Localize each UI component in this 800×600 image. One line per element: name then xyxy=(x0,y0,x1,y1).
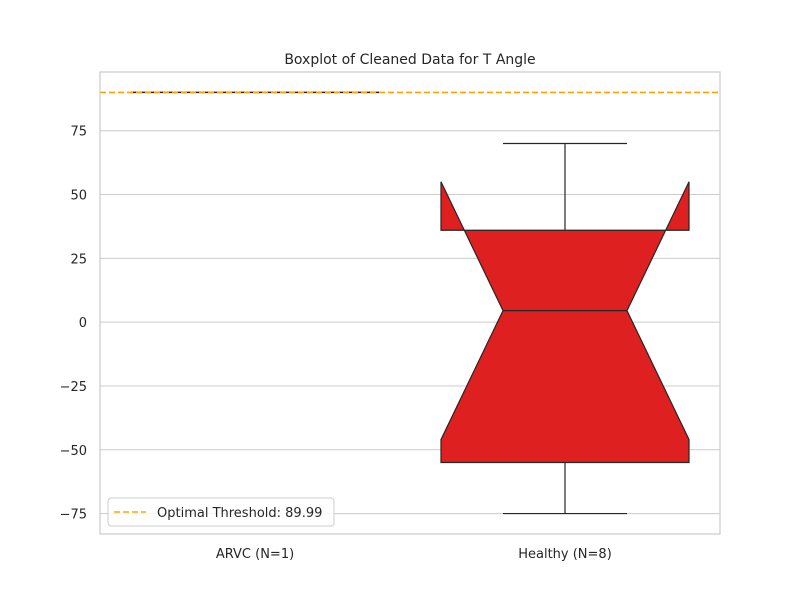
chart-title: Boxplot of Cleaned Data for T Angle xyxy=(284,52,535,68)
y-tick-label: 0 xyxy=(79,316,87,331)
y-tick-label: 50 xyxy=(70,189,87,204)
x-tick-label: ARVC (N=1) xyxy=(216,547,294,562)
y-tick-label: −25 xyxy=(60,380,87,395)
x-tick-labels: ARVC (N=1) Healthy (N=8) xyxy=(216,547,612,562)
x-tick-label: Healthy (N=8) xyxy=(518,547,612,562)
y-tick-label: 25 xyxy=(70,252,87,267)
y-tick-label: −50 xyxy=(60,444,87,459)
notched-box xyxy=(440,181,690,464)
y-tick-labels: 75 50 25 0 −25 −50 −75 xyxy=(60,125,87,523)
legend-box xyxy=(107,497,335,527)
y-tick-label: −75 xyxy=(60,508,87,523)
y-tick-label: 75 xyxy=(70,125,87,140)
legend-threshold-label: Optimal Threshold: 89.99 xyxy=(157,506,322,521)
plot-frame xyxy=(99,71,721,535)
legend: Optimal Threshold: 89.99 xyxy=(107,497,335,527)
box-group xyxy=(440,142,690,515)
